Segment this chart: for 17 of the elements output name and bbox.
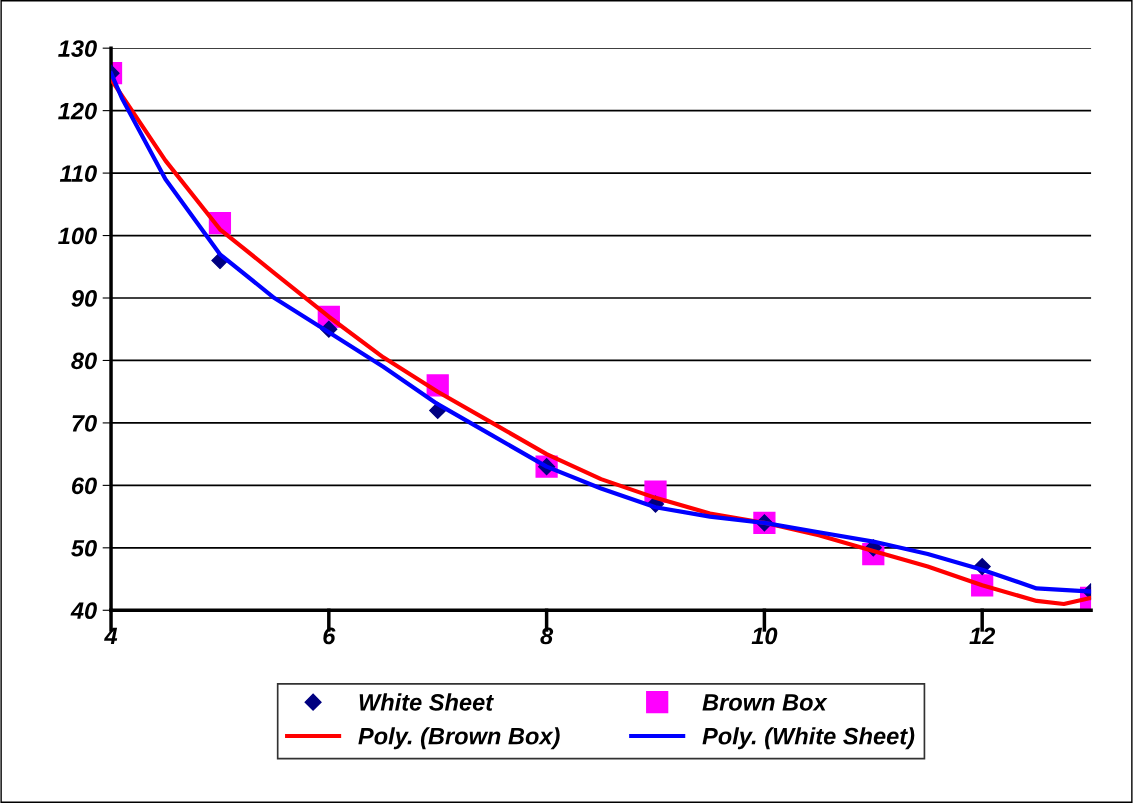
y-tick-label: 120	[58, 102, 97, 120]
y-tick-label: 90	[71, 290, 97, 307]
y-tick-label: 70	[72, 414, 97, 432]
y-tick-label: 50	[71, 539, 97, 557]
legend-label: Brown Box	[702, 694, 828, 711]
y-tick-label: 110	[59, 165, 97, 182]
legend-label: Poly. (Brown Box)	[358, 727, 560, 750]
x-tick-label: 4	[104, 627, 118, 645]
y-tick-label: 40	[70, 602, 97, 620]
legend-label: White Sheet	[359, 693, 494, 711]
y-tick-label: 100	[58, 227, 97, 245]
y-tick-label: 130	[58, 40, 97, 57]
y-tick-label: 80	[71, 352, 97, 370]
x-tick-label: 12	[969, 627, 996, 645]
legend-label: Poly. (White Sheet)	[702, 727, 915, 750]
x-tick-label: 10	[751, 627, 778, 645]
y-tick-label: 60	[71, 477, 97, 495]
